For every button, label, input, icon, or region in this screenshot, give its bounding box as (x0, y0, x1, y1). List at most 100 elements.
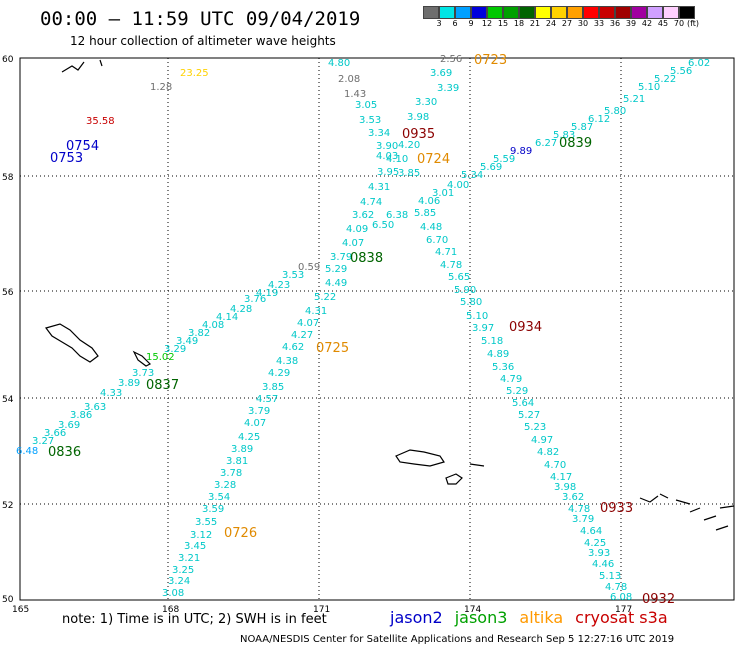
swh-label: 5.80 (460, 297, 482, 308)
swh-label: 4.97 (531, 435, 553, 446)
lon-tick-label: 168 (162, 605, 179, 615)
swh-label: 3.69 (430, 68, 452, 79)
pass-time-label: 0839 (559, 136, 592, 151)
swh-label: 3.53 (282, 270, 304, 281)
lat-tick-label: 58 (2, 173, 14, 183)
swh-label: 6.48 (16, 446, 38, 457)
lat-tick-label: 54 (2, 395, 14, 405)
pass-time-label: 0754 (66, 139, 99, 154)
graticule (20, 58, 734, 600)
footer-credit: NOAA/NESDIS Center for Satellite Applica… (240, 634, 675, 645)
land-aleutian-1 (395, 449, 445, 467)
swh-label: 3.08 (162, 588, 184, 599)
swh-label: 4.80 (328, 58, 350, 69)
legend-swatch (535, 6, 551, 19)
swh-label: 3.90 (376, 141, 398, 152)
legend-tick: 33 (593, 19, 605, 28)
lon-tick-label: 174 (464, 605, 481, 615)
swh-label: 5.10 (638, 82, 660, 93)
swh-label: 9.89 (510, 146, 532, 157)
swh-label: 6.27 (535, 138, 557, 149)
swh-label: 3.93 (588, 548, 610, 559)
swh-label: 5.85 (414, 208, 436, 219)
swh-label: 6.70 (426, 235, 448, 246)
swh-label: 3.45 (184, 541, 206, 552)
satellite-legend-item: jason2 (390, 608, 443, 627)
pass-time-label: 0753 (50, 151, 83, 166)
swh-label: 3.24 (168, 576, 190, 587)
swh-label: 4.23 (268, 280, 290, 291)
swh-label: 4.14 (216, 312, 238, 323)
swh-label: 5.21 (623, 94, 645, 105)
swh-label: 3.21 (178, 553, 200, 564)
swh-label: 5.22 (314, 292, 336, 303)
swh-label: 1.43 (344, 89, 366, 100)
observations: 2.56 4.80 2.08 1.43 3.69 3.393.30 3.05 3.53 3.98… (16, 54, 710, 603)
legend-swatches (423, 6, 699, 19)
swh-label: 4.03 (376, 151, 398, 162)
swh-label: 3.81 (226, 456, 248, 467)
lat-tick-label: 52 (2, 501, 13, 511)
legend-swatch (503, 6, 519, 19)
legend-tick: 39 (625, 19, 637, 28)
land-kamchatka (61, 59, 103, 73)
swh-label: 3.79 (330, 252, 352, 263)
legend-tick: 21 (529, 19, 541, 28)
land-commander-island-2 (132, 350, 152, 367)
swh-label: 3.89 (118, 378, 140, 389)
swh-label: 3.25 (172, 565, 194, 576)
swh-label: 5.80 (604, 106, 626, 117)
pass-time-label: 0836 (48, 445, 81, 460)
map-frame (19, 57, 735, 601)
swh-label: 2.08 (338, 74, 360, 85)
map-subtitle: 12 hour collection of altimeter wave hei… (70, 34, 336, 48)
satellite-legend-item: jason3 (454, 608, 508, 627)
swh-label: 3.39 (437, 83, 459, 94)
swh-label: 4.33 (100, 388, 122, 399)
swh-label: 3.63 (84, 402, 106, 413)
legend-tick: 30 (577, 19, 589, 28)
swh-label: 3.29 (164, 344, 186, 355)
pass-time-label: 0838 (350, 251, 383, 266)
swh-label: 5.90 (454, 285, 476, 296)
land-commander-island-1 (44, 323, 99, 363)
legend-tick: 18 (513, 19, 525, 28)
legend-swatch (487, 6, 503, 19)
swh-label: 4.57 (256, 394, 278, 405)
swh-label: 4.48 (420, 222, 442, 233)
swh-label: 5.83 (553, 130, 575, 141)
lon-tick-label: 171 (313, 605, 330, 615)
satellite-legend: jason2 jason3 altika cryosat s3a (390, 608, 680, 627)
axis-labels: 165 168 171 174 177 60 58 56 54 52 50 (2, 55, 632, 615)
swh-label: 5.23 (524, 422, 546, 433)
legend-tick: 15 (497, 19, 509, 28)
pass-time-label: 0724 (417, 152, 450, 167)
legend-tick: 9 (468, 19, 474, 28)
swh-label: 3.53 (359, 115, 381, 126)
swh-label: 3.85 (398, 168, 420, 179)
swh-label: 6.12 (588, 114, 610, 125)
legend-swatch (567, 6, 583, 19)
swh-label: 4.70 (544, 460, 566, 471)
swh-label: 4.19 (256, 288, 278, 299)
swh-label: 3.95 (377, 167, 399, 178)
swh-label: 4.17 (550, 472, 572, 483)
swh-label: 3.62 (562, 492, 584, 503)
pass-time-label: 0725 (316, 341, 349, 356)
swh-label: 4.64 (580, 526, 602, 537)
legend-swatch (471, 6, 487, 19)
swh-label: 4.07 (342, 238, 364, 249)
swh-label: 6.02 (688, 58, 710, 69)
swh-label: 5.36 (492, 362, 514, 373)
coastline (44, 59, 735, 531)
swh-label: 4.10 (386, 154, 408, 165)
swh-label: 3.30 (415, 97, 437, 108)
swh-label: 3.59 (202, 504, 224, 515)
swh-label: 4.82 (537, 447, 559, 458)
swh-label: 0.59 (298, 262, 320, 273)
swh-label: 4.62 (282, 342, 304, 353)
swh-label: 5.10 (466, 311, 488, 322)
swh-label: 3.97 (472, 323, 494, 334)
